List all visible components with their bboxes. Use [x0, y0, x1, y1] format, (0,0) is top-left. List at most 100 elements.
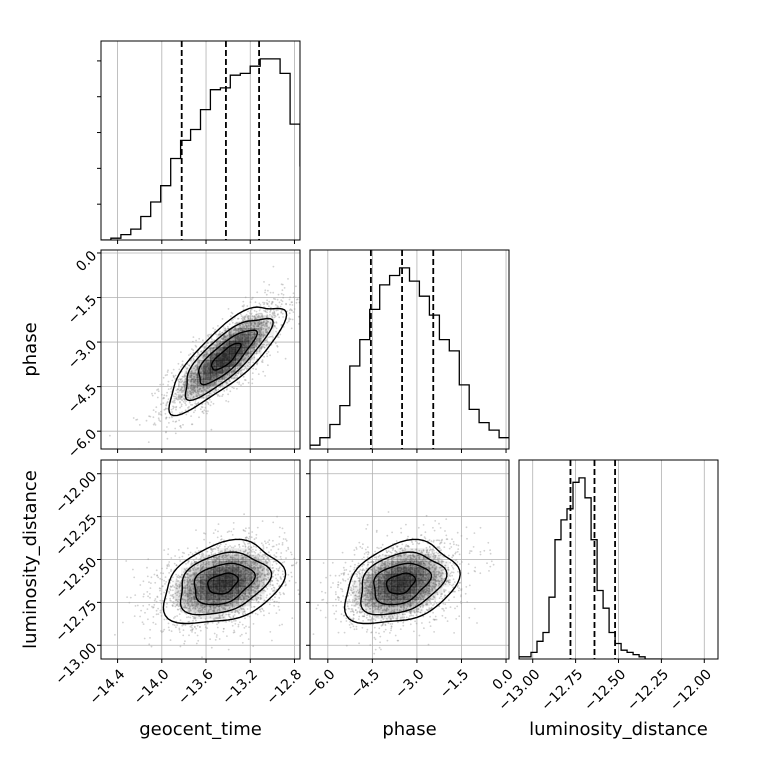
sample-point — [225, 555, 228, 558]
sample-point — [248, 592, 251, 595]
sample-point — [208, 386, 211, 388]
sample-point — [201, 367, 204, 370]
sample-point — [253, 557, 256, 559]
sample-point — [255, 533, 258, 536]
sample-point — [275, 321, 278, 323]
sample-point — [236, 367, 239, 370]
sample-point — [114, 633, 116, 636]
sample-point — [179, 585, 181, 588]
sample-point — [205, 596, 207, 599]
sample-point — [253, 605, 255, 608]
sample-point — [257, 586, 259, 589]
sample-point — [237, 329, 240, 332]
sample-point — [254, 318, 256, 320]
sample-point — [225, 369, 227, 371]
sample-point — [178, 583, 181, 586]
sample-point — [200, 594, 203, 597]
sample-point — [277, 569, 279, 572]
sample-point — [186, 602, 189, 605]
sample-point — [247, 324, 250, 327]
sample-point — [200, 576, 202, 579]
sample-point — [231, 611, 233, 614]
sample-point — [229, 334, 232, 336]
density-cell — [209, 379, 217, 387]
sample-point — [251, 585, 254, 588]
sample-point — [189, 380, 192, 383]
sample-point — [180, 365, 182, 368]
sample-point — [170, 630, 173, 633]
sample-point — [193, 381, 196, 384]
sample-point — [243, 513, 246, 516]
sample-point — [208, 383, 211, 386]
sample-point — [183, 398, 186, 401]
density-cell — [229, 360, 236, 367]
sample-point — [172, 401, 175, 404]
sample-point — [163, 591, 166, 594]
sample-point — [234, 329, 236, 331]
sample-point — [290, 309, 293, 311]
sample-point — [197, 592, 200, 595]
sample-point — [171, 594, 174, 596]
sample-point — [218, 638, 221, 640]
sample-point — [214, 607, 217, 609]
sample-point — [168, 565, 171, 567]
sample-point — [160, 615, 163, 617]
sample-point — [209, 638, 212, 641]
sample-point — [260, 312, 263, 315]
sample-point — [246, 579, 249, 581]
sample-point — [200, 385, 203, 387]
sample-point — [217, 334, 220, 336]
sample-point — [196, 589, 198, 592]
sample-point — [291, 301, 293, 304]
sample-point — [247, 381, 250, 384]
sample-point — [277, 605, 280, 608]
sample-point — [216, 623, 218, 626]
sample-point — [243, 349, 246, 352]
sample-point — [290, 551, 292, 554]
sample-point — [197, 381, 200, 384]
sample-point — [206, 559, 209, 561]
sample-point — [265, 329, 267, 332]
sample-point — [278, 566, 281, 569]
sample-point — [263, 309, 265, 312]
sample-point — [258, 339, 260, 341]
sample-point — [257, 328, 260, 331]
sample-point — [175, 578, 178, 581]
sample-point — [255, 345, 258, 348]
sample-point — [184, 606, 187, 609]
sample-point — [225, 382, 228, 385]
sample-point — [167, 553, 170, 556]
sample-point — [181, 395, 183, 398]
sample-point — [205, 384, 208, 387]
sample-point — [151, 394, 154, 397]
sample-point — [165, 430, 168, 433]
sample-point — [227, 553, 230, 556]
sample-point — [244, 348, 246, 351]
sample-point — [234, 623, 237, 625]
sample-point — [251, 315, 254, 318]
sample-point — [256, 526, 259, 529]
sample-point — [191, 578, 194, 581]
sample-point — [242, 607, 245, 610]
sample-point — [243, 325, 246, 328]
sample-point — [216, 375, 219, 378]
sample-point — [215, 546, 218, 548]
density-cell — [261, 334, 268, 342]
sample-point — [249, 321, 252, 324]
sample-point — [165, 403, 168, 406]
sample-point — [209, 392, 211, 395]
sample-point — [257, 600, 260, 603]
sample-point — [250, 572, 253, 574]
sample-point — [175, 393, 178, 396]
sample-point — [259, 334, 262, 337]
sample-point — [159, 577, 162, 580]
sample-point — [198, 598, 201, 601]
sample-point — [229, 380, 232, 383]
sample-point — [256, 337, 259, 340]
sample-point — [206, 341, 209, 344]
sample-point — [190, 561, 193, 563]
sample-point — [240, 325, 242, 328]
sample-point — [179, 397, 182, 400]
sample-point — [267, 559, 270, 561]
sample-point — [163, 408, 166, 411]
